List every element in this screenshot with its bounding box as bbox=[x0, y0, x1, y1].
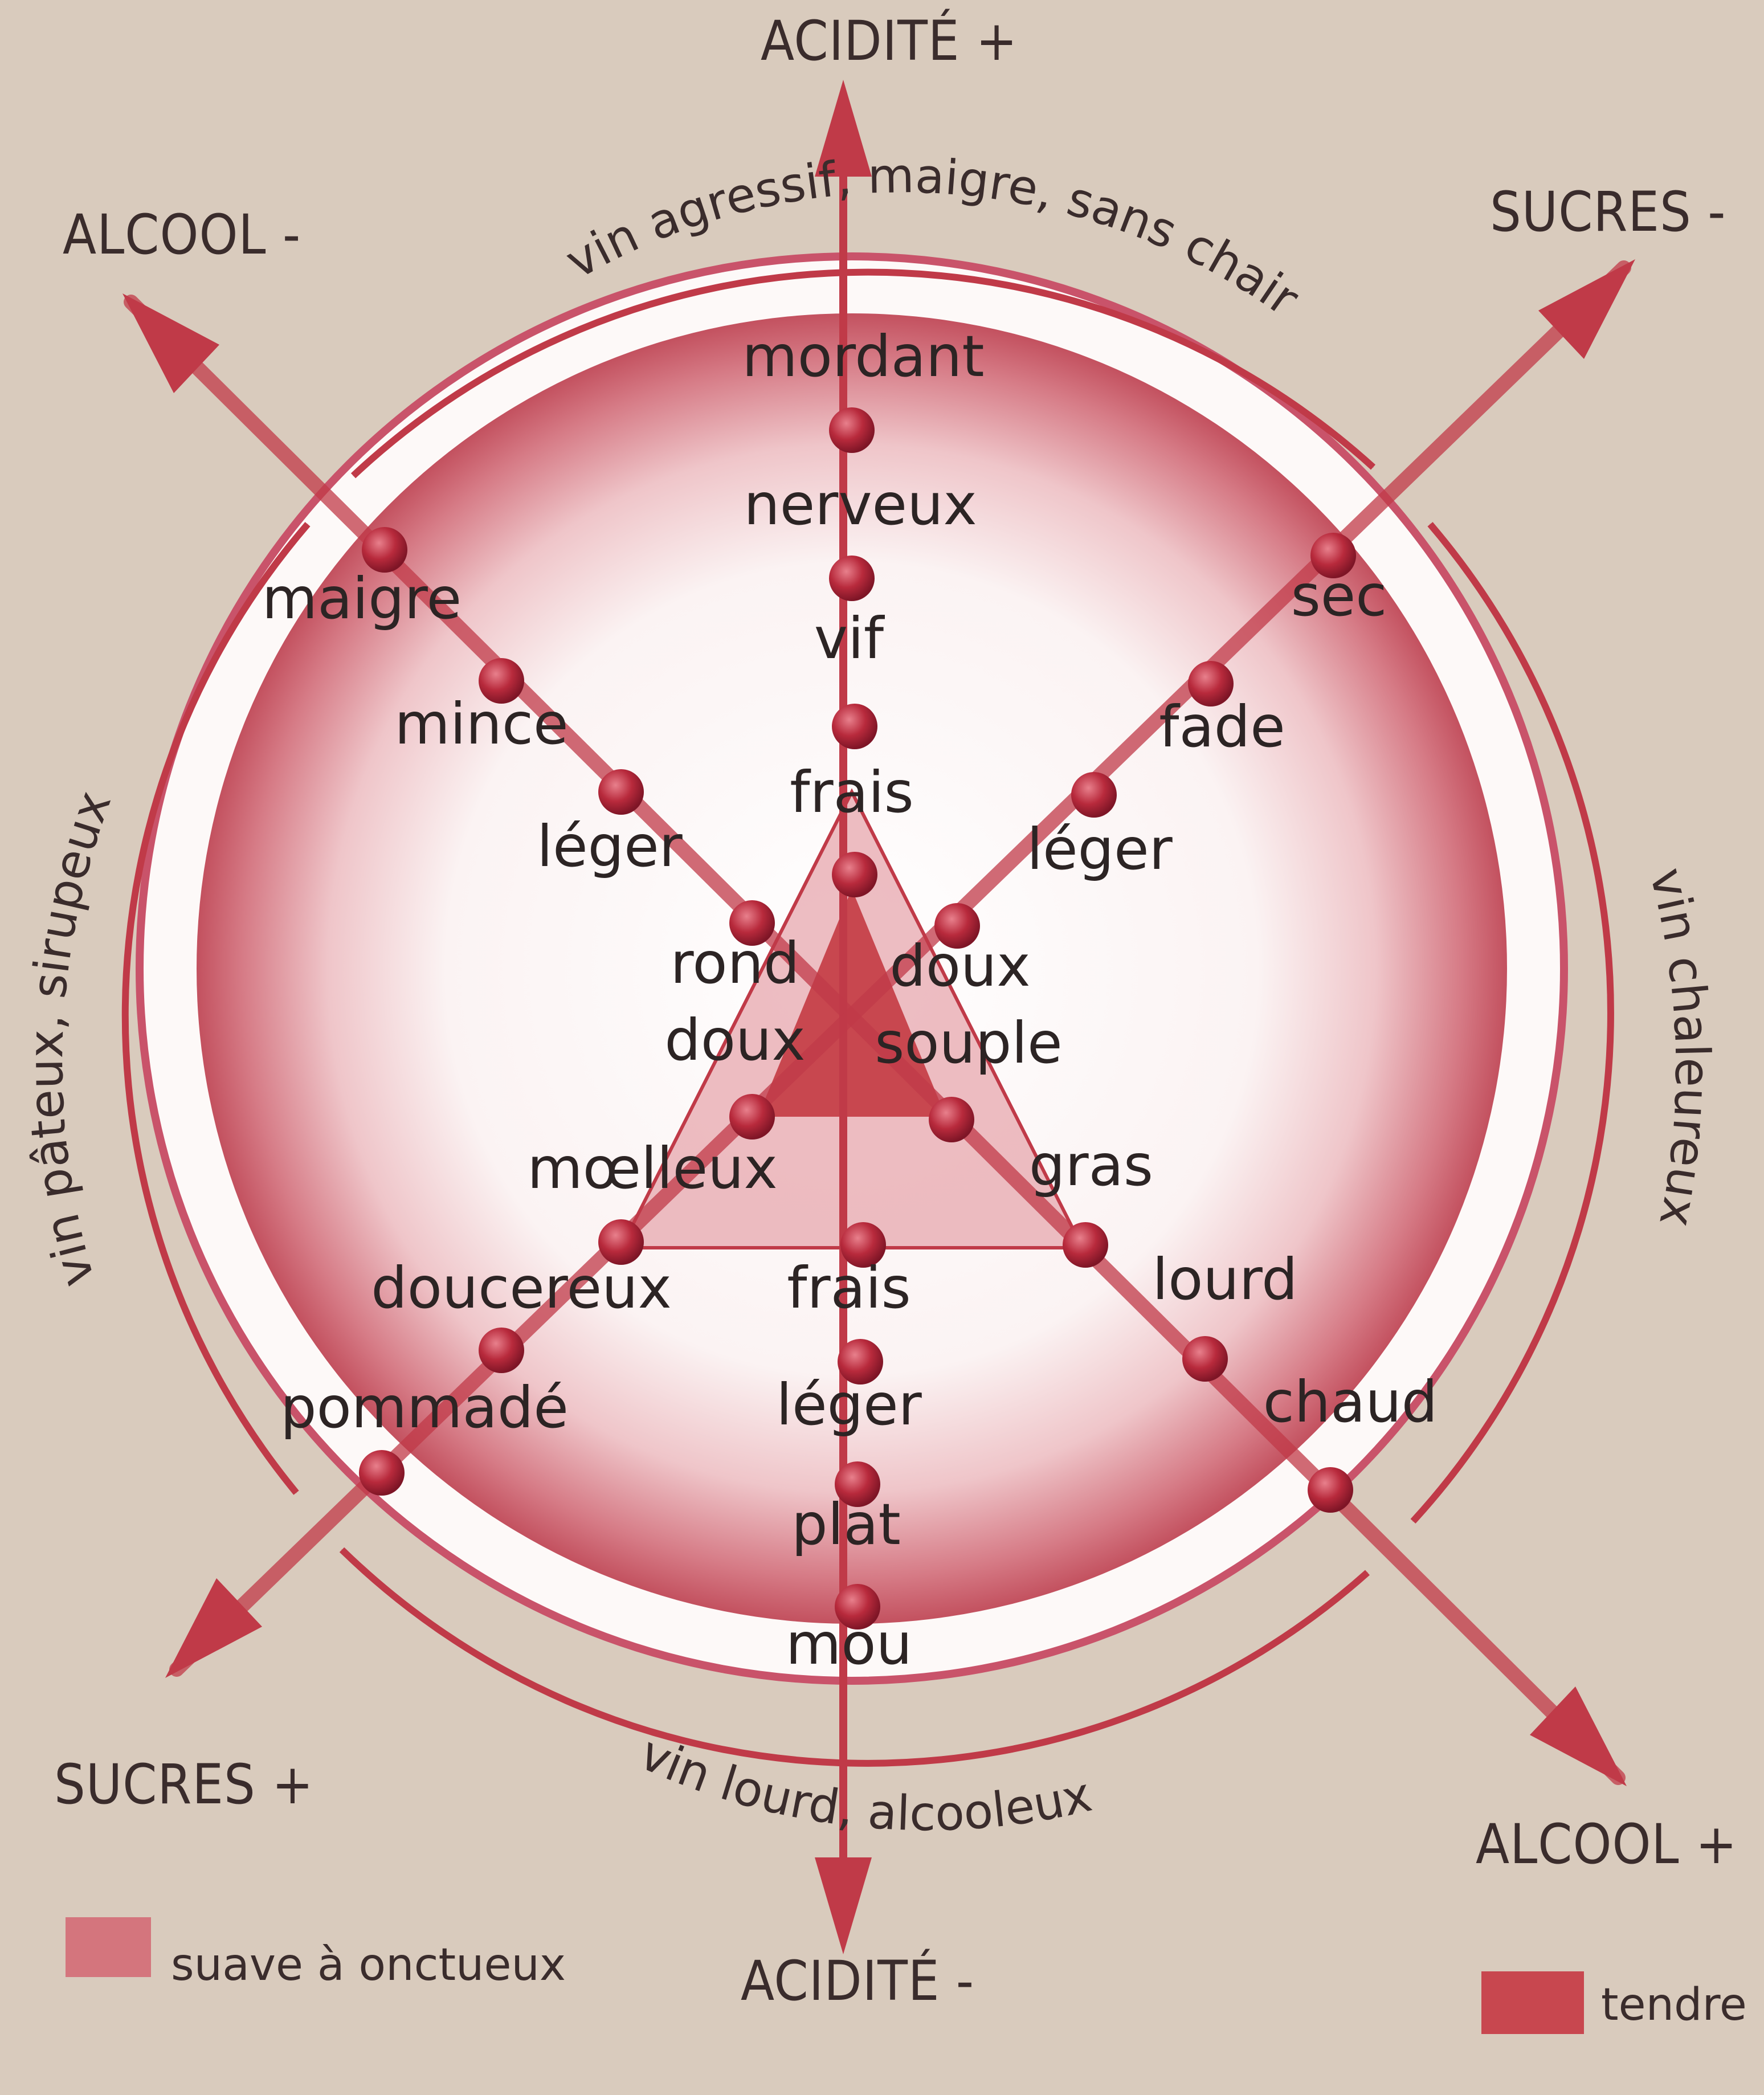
dot-maigre bbox=[362, 527, 407, 573]
arrowhead-sugar-minus bbox=[1538, 259, 1635, 359]
dot-leger-bottom bbox=[838, 1339, 883, 1385]
term-mou: mou bbox=[786, 1611, 912, 1677]
legend: suave à onctueux tendre bbox=[66, 1917, 1747, 2034]
dot-fade bbox=[1188, 661, 1234, 706]
dot-moelleux bbox=[598, 1219, 644, 1265]
dot-frais-bottom bbox=[840, 1222, 886, 1268]
dot-vif bbox=[832, 704, 877, 749]
term-moelleux: mœlleux bbox=[527, 1135, 777, 1202]
term-leger-left: léger bbox=[537, 813, 683, 880]
label-alcohol-minus: ALCOOL - bbox=[63, 203, 301, 267]
term-doux-upper: doux bbox=[889, 933, 1030, 999]
caption-left-arc: vin pâteux, sirupeux bbox=[18, 783, 122, 1293]
term-chaud: chaud bbox=[1263, 1369, 1438, 1435]
dot-rond bbox=[729, 900, 775, 946]
dot-plat bbox=[835, 1461, 880, 1507]
legend-label-tendre: tendre bbox=[1601, 1979, 1747, 2031]
term-plat: plat bbox=[791, 1491, 901, 1558]
arc-arrow-bottom bbox=[339, 1547, 1370, 1767]
term-leger-bottom: léger bbox=[776, 1371, 922, 1438]
arrowhead-acidity-plus bbox=[815, 80, 872, 177]
label-sugar-plus: SUCRES + bbox=[54, 1753, 314, 1816]
legend-swatch-suave bbox=[66, 1917, 151, 1977]
arc-arrow-top bbox=[350, 268, 1376, 479]
term-vif: vif bbox=[814, 605, 885, 672]
dot-mordant bbox=[829, 407, 875, 453]
legend-label-suave: suave à onctueux bbox=[171, 1939, 566, 1991]
dot-frais-top bbox=[832, 852, 877, 897]
term-doux-lower: doux bbox=[664, 1007, 805, 1073]
arrowhead-sugar-plus bbox=[165, 1578, 262, 1678]
term-frais-top: frais bbox=[790, 759, 913, 826]
arc-arrow-left bbox=[121, 522, 311, 1495]
term-sec: sec bbox=[1291, 562, 1387, 629]
term-rond: rond bbox=[671, 930, 800, 997]
dot-doucereux bbox=[479, 1328, 524, 1373]
dot-souple bbox=[929, 1097, 974, 1142]
term-fade: fade bbox=[1159, 693, 1285, 760]
dot-lourd bbox=[1182, 1336, 1228, 1382]
caption-right-arc: vin chaleureux bbox=[1639, 863, 1720, 1232]
term-nerveux: nerveux bbox=[744, 471, 977, 538]
dot-doux-upper bbox=[934, 903, 980, 949]
dot-doux-lower bbox=[729, 1094, 775, 1140]
term-lourd: lourd bbox=[1152, 1246, 1297, 1313]
dot-pommade bbox=[359, 1450, 405, 1496]
label-alcohol-plus: ALCOOL + bbox=[1476, 1812, 1737, 1876]
label-acidity-plus: ACIDITÉ + bbox=[761, 9, 1018, 73]
dot-leger-left bbox=[598, 769, 644, 815]
dot-gras bbox=[1063, 1222, 1108, 1268]
label-acidity-minus: ACIDITÉ - bbox=[741, 1949, 974, 2013]
term-maigre: maigre bbox=[262, 565, 462, 632]
term-pommade: pommadé bbox=[280, 1374, 569, 1441]
dot-mou bbox=[835, 1584, 880, 1630]
dot-leger-right bbox=[1071, 772, 1117, 818]
term-frais-bottom: frais bbox=[787, 1255, 910, 1321]
dot-sec bbox=[1310, 533, 1356, 578]
term-souple: souple bbox=[875, 1010, 1062, 1076]
term-doucereux: doucereux bbox=[371, 1255, 672, 1321]
term-leger-right: léger bbox=[1027, 816, 1173, 883]
label-sugar-minus: SUCRES - bbox=[1490, 180, 1726, 244]
term-gras: gras bbox=[1029, 1132, 1153, 1199]
legend-swatch-tendre bbox=[1481, 1971, 1584, 2034]
arrowhead-alcohol-plus bbox=[1530, 1686, 1627, 1786]
dot-chaud bbox=[1308, 1467, 1353, 1513]
arrowhead-acidity-minus bbox=[815, 1857, 872, 1954]
term-mince: mince bbox=[394, 691, 568, 757]
scale-dots bbox=[359, 407, 1356, 1630]
term-mordant: mordant bbox=[742, 323, 984, 390]
axis-sugar-line bbox=[169, 260, 1631, 1677]
dot-nerveux bbox=[829, 556, 875, 601]
dot-mince bbox=[479, 658, 524, 704]
arc-arrow-right bbox=[1410, 522, 1614, 1524]
arrowhead-alcohol-minus bbox=[122, 293, 219, 393]
